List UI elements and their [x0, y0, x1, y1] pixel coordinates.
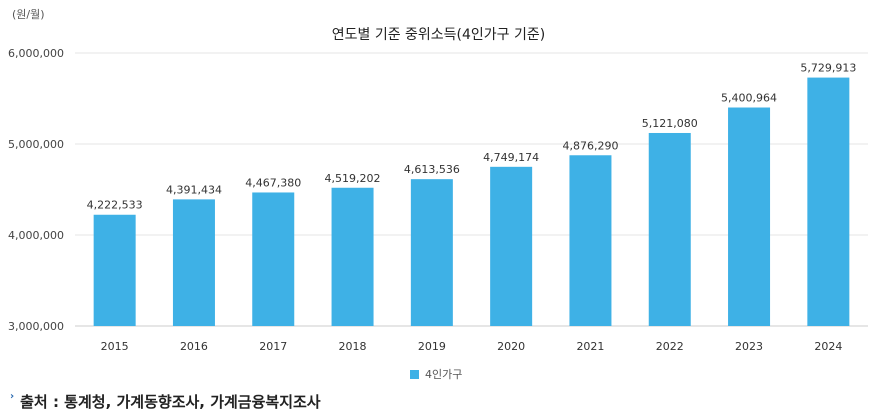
bar[interactable] [410, 179, 453, 326]
source-marker: › [10, 391, 15, 402]
x-tick-label: 2018 [339, 340, 367, 353]
data-label: 5,729,913 [800, 62, 856, 75]
data-label: 5,400,964 [721, 92, 777, 105]
x-tick-label: 2017 [259, 340, 287, 353]
source-note: › 출처 : 통계청, 가계동향조사, 가계금융복지조사 [10, 391, 321, 412]
bar[interactable] [807, 77, 850, 327]
x-tick-label: 2024 [814, 340, 842, 353]
bar[interactable] [490, 166, 533, 326]
data-label: 5,121,080 [642, 117, 698, 130]
x-tick-label: 2015 [101, 340, 129, 353]
x-tick-label: 2022 [656, 340, 684, 353]
x-tick-label: 2023 [735, 340, 763, 353]
x-tick-label: 2019 [418, 340, 446, 353]
data-label: 4,519,202 [325, 172, 381, 185]
bar[interactable] [728, 107, 771, 327]
data-label: 4,467,380 [245, 176, 301, 189]
bar[interactable] [648, 132, 691, 326]
data-label: 4,613,536 [404, 163, 460, 176]
legend[interactable]: 4인가구 [410, 366, 462, 382]
data-label: 4,391,434 [166, 183, 222, 196]
data-label: 4,222,533 [87, 199, 143, 212]
x-tick-label: 2016 [180, 340, 208, 353]
source-text: 출처 : 통계청, 가계동향조사, 가계금융복지조사 [20, 393, 321, 411]
bar[interactable] [172, 199, 215, 326]
bar[interactable] [252, 192, 295, 326]
plot-area: 3,000,000 4,000,000 5,000,000 6,000,000 4,22… [8, 47, 868, 353]
legend-label: 4인가구 [425, 368, 463, 381]
data-label: 4,876,290 [562, 139, 618, 152]
chart-title: 연도별 기준 중위소득(4인가구 기준) [331, 27, 546, 43]
x-tick-label: 2020 [497, 340, 525, 353]
bar[interactable] [331, 187, 374, 326]
x-tick-label: 2021 [576, 340, 604, 353]
y-tick-label: 5,000,000 [8, 138, 64, 151]
y-tick-label: 4,000,000 [8, 229, 64, 242]
y-tick-label: 3,000,000 [8, 320, 64, 333]
y-unit-label: (원/월) [12, 8, 45, 21]
bar[interactable] [93, 214, 136, 326]
legend-swatch [410, 369, 419, 379]
bar[interactable] [569, 155, 612, 326]
y-tick-label: 6,000,000 [8, 47, 64, 60]
data-label: 4,749,174 [483, 151, 539, 164]
